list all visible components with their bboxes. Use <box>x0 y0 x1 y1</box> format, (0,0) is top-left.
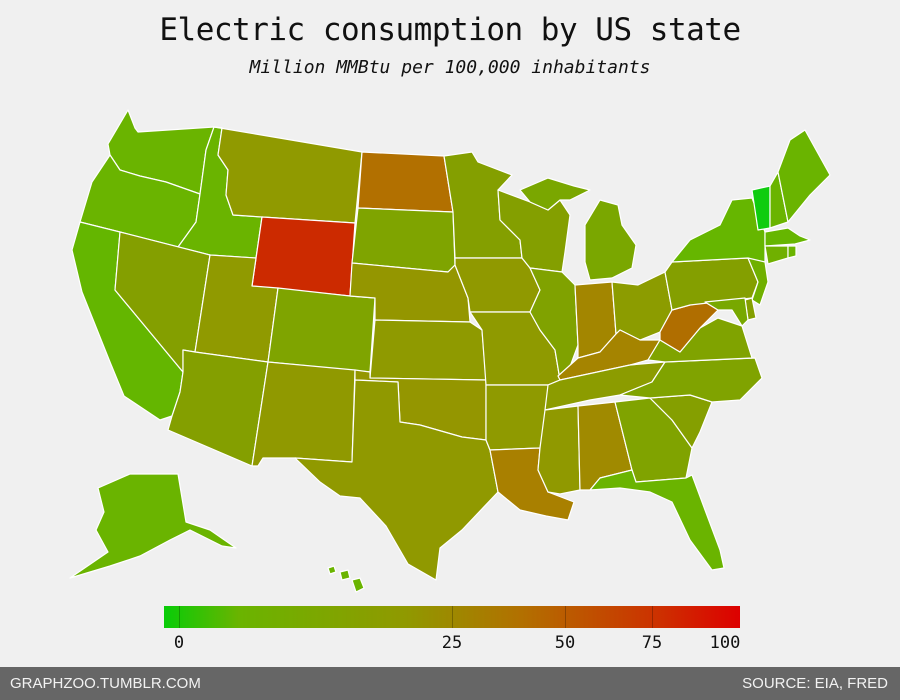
scale-tickmark <box>179 606 180 628</box>
state-tx[interactable] <box>294 379 499 581</box>
state-fl[interactable] <box>589 469 725 571</box>
state-wy[interactable] <box>251 216 356 297</box>
state-ks[interactable] <box>369 319 487 381</box>
state-ri[interactable] <box>787 245 797 259</box>
scale-tick-0: 0 <box>173 633 185 653</box>
scale-tickmark <box>452 606 453 628</box>
state-hi <box>327 565 365 593</box>
state-md[interactable] <box>704 297 749 327</box>
state-ma[interactable] <box>764 227 811 247</box>
state-me[interactable] <box>777 129 831 223</box>
state-mt[interactable] <box>213 126 363 224</box>
state-az[interactable] <box>167 349 269 467</box>
scale-tick-100: 100 <box>709 633 741 653</box>
color-scale-bar <box>164 606 740 628</box>
state-ms[interactable] <box>537 405 581 495</box>
state-ak[interactable] <box>69 473 237 579</box>
footer-credit: GRAPHZOO.TUMBLR.COM <box>10 675 201 692</box>
map-subtitle: Million MMBtu per 100,000 inhabitants <box>249 57 651 78</box>
scale-tickmark <box>652 606 653 628</box>
footer-source: SOURCE: EIA, FRED <box>742 675 888 692</box>
state-nj[interactable] <box>747 257 769 306</box>
scale-tick-25: 25 <box>441 633 463 653</box>
state-nm[interactable] <box>251 361 356 467</box>
scale-tickmark <box>565 606 566 628</box>
footer-bar: GRAPHZOO.TUMBLR.COM SOURCE: EIA, FRED <box>0 667 900 700</box>
scale-tick-50: 50 <box>554 633 576 653</box>
state-nd[interactable] <box>357 151 454 213</box>
state-ct[interactable] <box>764 245 789 265</box>
state-sd[interactable] <box>351 207 456 273</box>
state-nc[interactable] <box>619 357 763 403</box>
scale-tick-75: 75 <box>641 633 663 653</box>
state-mi[interactable] <box>519 177 637 281</box>
map-title: Electric consumption by US state <box>159 12 741 48</box>
state-co[interactable] <box>267 287 376 373</box>
